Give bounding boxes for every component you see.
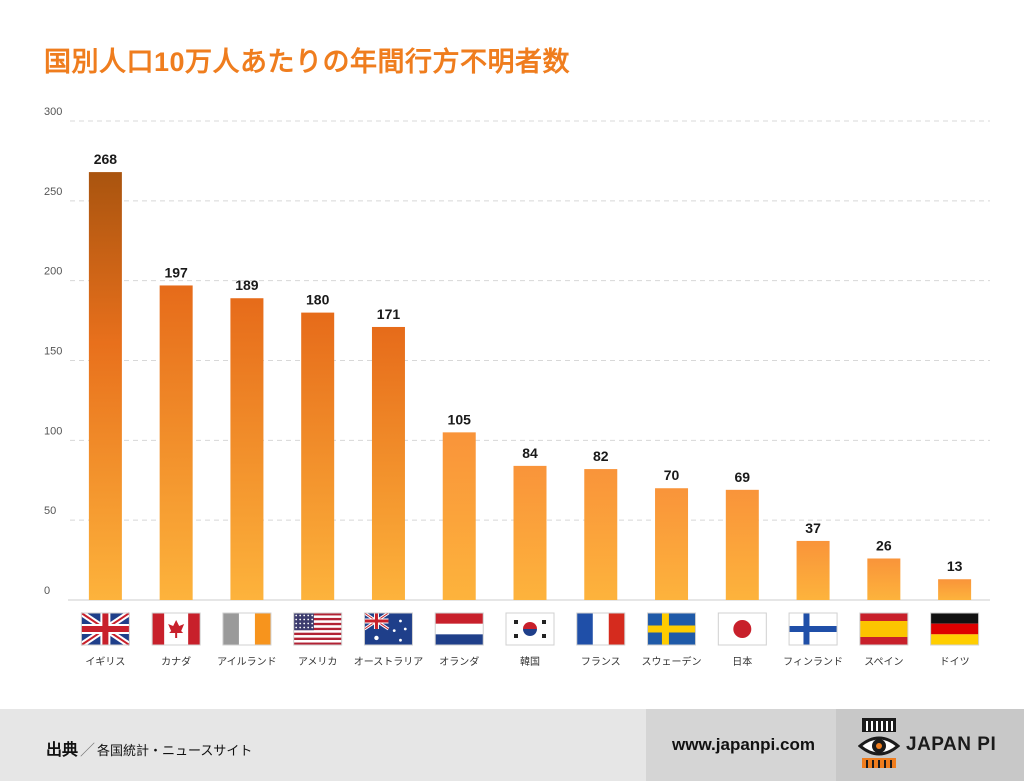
category-label: オーストラリア xyxy=(354,656,424,668)
bar-chart: 0 50 100 150 200 250 300 268 197 189 180 171 105 84 8… xyxy=(44,106,990,668)
value-label: 197 xyxy=(164,264,188,280)
value-label: 105 xyxy=(448,411,472,427)
value-label: 37 xyxy=(805,520,821,536)
category-label: オランダ xyxy=(439,655,479,668)
flag-france-icon xyxy=(576,612,626,646)
bar xyxy=(867,558,901,600)
flag-finland-icon xyxy=(788,612,838,646)
y-tick-label: 50 xyxy=(44,505,56,517)
flag-germany-icon xyxy=(930,612,980,646)
flag-japan-icon xyxy=(717,612,767,646)
category-label: イギリス xyxy=(85,656,125,668)
value-label: 70 xyxy=(664,467,680,483)
bar xyxy=(159,285,193,600)
bar xyxy=(442,432,476,600)
bar xyxy=(584,469,618,600)
website-link[interactable]: www.japanpi.com xyxy=(672,735,815,754)
category-label: ドイツ xyxy=(940,657,970,668)
y-tick-label: 250 xyxy=(44,186,62,198)
bar xyxy=(796,540,830,600)
value-label: 189 xyxy=(235,277,259,293)
category-label: 韓国 xyxy=(520,656,540,668)
japan-pi-eye-logo-icon xyxy=(858,718,900,768)
bar xyxy=(371,326,405,600)
bar xyxy=(655,488,689,600)
category-label: カナダ xyxy=(161,655,191,668)
value-label: 69 xyxy=(735,469,751,485)
category-label: フランス xyxy=(581,656,621,668)
value-label: 13 xyxy=(947,558,963,574)
y-tick-label: 300 xyxy=(44,106,62,118)
category-labels: イギリス カナダ アイルランド アメリカ オーストラリア オランダ 韓国 フランス スウェーデン… xyxy=(85,655,969,668)
bar xyxy=(513,465,547,600)
bars xyxy=(88,172,972,601)
source-separator: ／ xyxy=(80,742,96,759)
bar xyxy=(301,312,335,600)
category-label: スペイン xyxy=(864,657,903,668)
source-note: 出典／各国統計・ニュースサイト xyxy=(46,736,252,760)
flag-australia-icon xyxy=(363,611,413,646)
brand-name: JAPAN PI xyxy=(906,734,997,755)
bar xyxy=(88,172,122,601)
bar xyxy=(725,489,759,600)
value-label: 171 xyxy=(377,306,401,322)
value-label: 26 xyxy=(876,537,892,553)
value-labels: 268 197 189 180 171 105 84 82 70 69 37 26 13 xyxy=(94,151,963,574)
bar xyxy=(230,298,264,600)
flag-canada-icon xyxy=(151,612,201,646)
y-tick-label: 0 xyxy=(44,585,50,597)
flag-korea-icon xyxy=(505,612,555,646)
y-tick-label: 150 xyxy=(44,346,62,358)
category-label: フィンランド xyxy=(783,656,843,668)
bar xyxy=(938,579,972,600)
flag-netherlands-icon xyxy=(434,612,484,646)
source-text: 各国統計・ニュースサイト xyxy=(97,743,253,758)
value-label: 180 xyxy=(306,292,330,308)
value-label: 84 xyxy=(522,445,538,461)
grid-lines: 0 50 100 150 200 250 300 xyxy=(44,106,990,601)
category-label: アメリカ xyxy=(298,656,338,668)
flag-usa-icon xyxy=(293,612,343,646)
y-tick-label: 200 xyxy=(44,266,62,278)
category-label: 日本 xyxy=(732,655,752,668)
category-label: スウェーデン xyxy=(642,655,702,668)
flag-spain-icon xyxy=(859,612,909,646)
value-label: 268 xyxy=(94,151,118,167)
value-label: 82 xyxy=(593,448,609,464)
source-label: 出典 xyxy=(46,742,79,759)
flag-sweden-icon xyxy=(647,612,697,646)
flag-ireland-icon xyxy=(222,612,272,646)
flags xyxy=(79,610,980,648)
footer-website-panel xyxy=(646,709,836,781)
category-label: アイルランド xyxy=(217,656,277,668)
chart-title: 国別人口10万人あたりの年間行方不明者数 xyxy=(44,47,571,77)
flag-uk-icon xyxy=(79,610,132,648)
y-tick-label: 100 xyxy=(44,425,62,437)
